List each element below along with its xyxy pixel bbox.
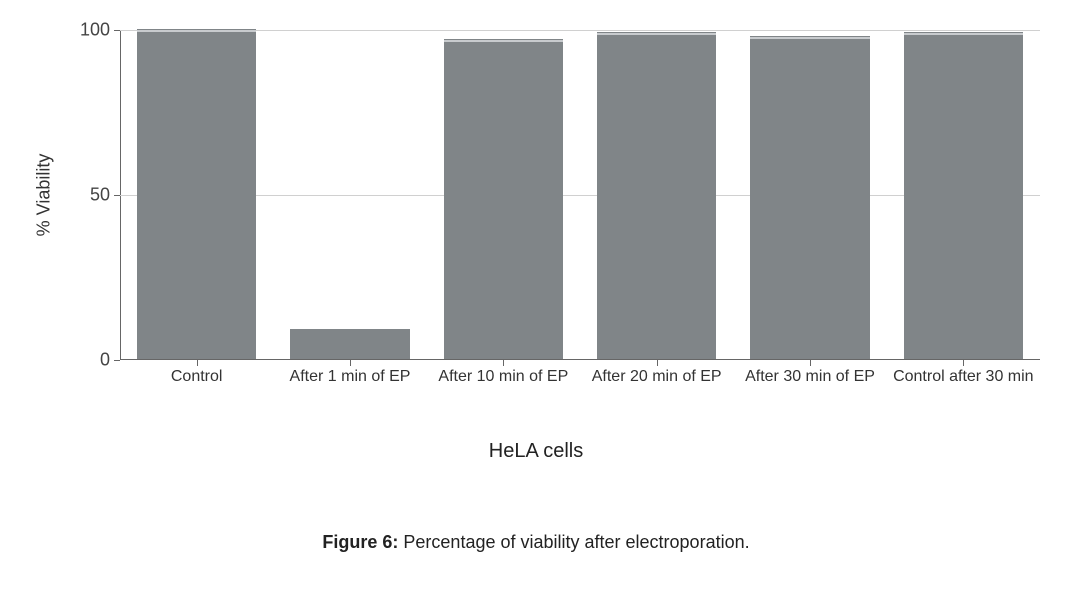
figure-caption: Figure 6: Percentage of viability after … bbox=[0, 532, 1072, 553]
gridline bbox=[120, 195, 1040, 196]
bar-cap bbox=[137, 30, 257, 32]
bar bbox=[290, 329, 410, 359]
y-tick bbox=[114, 360, 120, 361]
x-tick-label: After 1 min of EP bbox=[290, 368, 411, 386]
x-tick bbox=[963, 360, 964, 366]
bar bbox=[137, 29, 257, 359]
bar-cap bbox=[597, 33, 717, 35]
x-tick bbox=[503, 360, 504, 366]
bar-chart: ControlAfter 1 min of EPAfter 10 min of … bbox=[120, 30, 1040, 360]
bar-cap bbox=[904, 33, 1024, 35]
y-tick-label: 0 bbox=[100, 350, 110, 371]
x-axis-label: HeLA cells bbox=[0, 440, 1072, 463]
bar bbox=[750, 36, 870, 359]
x-tick-label: After 30 min of EP bbox=[745, 368, 875, 386]
figure-stage: Control After 1 min of EP After 10 min of … bbox=[0, 0, 1072, 603]
x-tick-label: Control after 30 min bbox=[893, 368, 1034, 386]
x-tick-label: Control bbox=[171, 368, 223, 386]
x-tick bbox=[657, 360, 658, 366]
y-tick-label: 50 bbox=[90, 185, 110, 206]
bar-cap bbox=[750, 37, 870, 39]
gridline bbox=[120, 30, 1040, 31]
x-tick-label: After 20 min of EP bbox=[592, 368, 722, 386]
x-tick bbox=[197, 360, 198, 366]
bar bbox=[597, 32, 717, 359]
y-tick-label: 100 bbox=[80, 20, 110, 41]
x-tick-label: After 10 min of EP bbox=[438, 368, 568, 386]
bar-cap bbox=[444, 40, 564, 42]
x-tick bbox=[810, 360, 811, 366]
caption-lead: Figure 6: bbox=[322, 532, 398, 552]
x-tick bbox=[350, 360, 351, 366]
caption-text: Percentage of viability after electropor… bbox=[398, 532, 749, 552]
y-tick bbox=[114, 195, 120, 196]
x-axis bbox=[120, 359, 1040, 360]
y-tick bbox=[114, 30, 120, 31]
bar bbox=[904, 32, 1024, 359]
y-axis-label: % Viability bbox=[34, 154, 55, 237]
bar bbox=[444, 39, 564, 359]
